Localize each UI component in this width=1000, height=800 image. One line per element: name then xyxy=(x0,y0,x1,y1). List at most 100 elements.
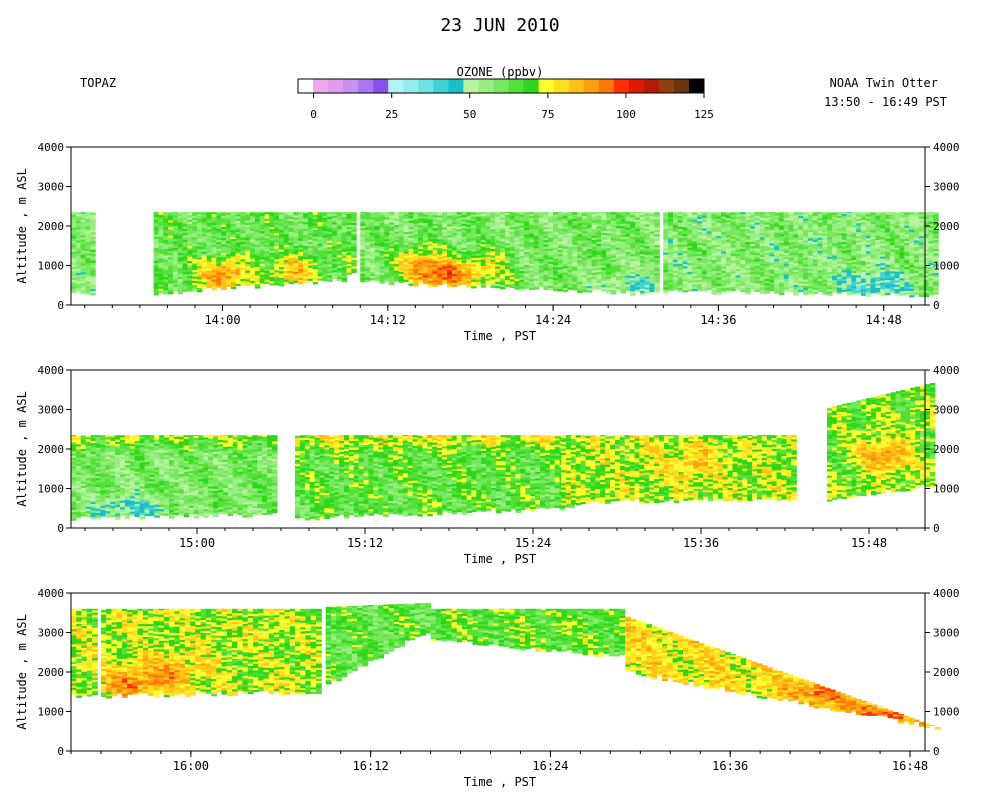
ozone-cell xyxy=(528,267,535,271)
ozone-cell xyxy=(456,265,463,269)
ozone-cell xyxy=(365,250,371,254)
ozone-cell xyxy=(528,224,535,227)
ozone-cell xyxy=(413,244,419,248)
ozone-cell xyxy=(495,252,501,256)
ozone-cell xyxy=(163,241,169,245)
ozone-cell xyxy=(307,226,314,229)
ozone-cell xyxy=(172,262,179,266)
ozone-cell xyxy=(283,231,290,235)
ozone-cell xyxy=(413,251,419,254)
ozone-cell xyxy=(80,254,87,258)
ozone-cell xyxy=(490,246,496,249)
ozone-cell xyxy=(437,280,443,283)
colorbar-tick-label: 125 xyxy=(694,108,714,121)
ozone-cell xyxy=(163,228,169,232)
ozone-cell xyxy=(456,254,463,258)
ozone-cell xyxy=(250,241,256,244)
ozone-cell xyxy=(75,241,82,245)
ozone-cell xyxy=(360,268,366,272)
ozone-cell xyxy=(75,248,82,252)
ozone-cell xyxy=(514,239,520,243)
ozone-cell xyxy=(172,279,179,283)
ozone-cell xyxy=(389,245,395,249)
ozone-cell xyxy=(475,255,482,258)
ozone-cell xyxy=(153,223,160,226)
colorbar-bin xyxy=(463,79,479,93)
ozone-cell xyxy=(553,238,559,242)
ozone-cell xyxy=(211,241,217,245)
ozone-cell xyxy=(553,227,559,231)
ozone-cell xyxy=(206,241,213,245)
ozone-cell xyxy=(177,215,184,219)
ozone-cell xyxy=(336,269,343,273)
ozone-cell xyxy=(250,212,256,216)
ozone-cell xyxy=(418,274,424,278)
ozone-cell xyxy=(288,224,295,228)
ozone-cell xyxy=(346,256,352,260)
ozone-cell xyxy=(327,248,333,252)
ozone-cell xyxy=(168,213,174,217)
ozone-cell xyxy=(504,277,511,281)
ozone-cell xyxy=(500,219,506,222)
ozone-cell xyxy=(413,216,419,220)
ozone-cell xyxy=(336,228,343,232)
ozone-cell xyxy=(264,242,270,245)
ozone-cell xyxy=(461,268,467,272)
ozone-cell xyxy=(447,212,453,214)
ozone-cell xyxy=(422,213,429,217)
ozone-cell xyxy=(85,226,91,230)
ozone-cell xyxy=(336,232,343,236)
ozone-cell xyxy=(427,264,434,268)
ozone-cell xyxy=(336,250,343,253)
ozone-cell xyxy=(312,229,319,233)
ozone-cell xyxy=(225,273,232,276)
colorbar-bin xyxy=(568,79,585,93)
ozone-cell xyxy=(480,217,487,221)
ozone-cell xyxy=(278,283,285,287)
ozone-cell xyxy=(192,212,198,216)
ozone-cell xyxy=(466,284,472,288)
ozone-cell xyxy=(389,271,395,275)
ozone-cell xyxy=(528,256,535,260)
ozone-cell xyxy=(187,225,193,229)
ozone-cell xyxy=(201,218,208,222)
ozone-cell xyxy=(471,222,477,226)
ozone-cell xyxy=(500,262,506,266)
ozone-cell xyxy=(442,261,448,265)
ozone-cell xyxy=(278,244,285,248)
ozone-cell xyxy=(351,244,357,247)
ozone-cell xyxy=(288,222,295,226)
ozone-cell xyxy=(360,229,366,233)
colorbar-bin xyxy=(628,79,645,93)
ozone-cell xyxy=(524,249,530,252)
ozone-cell xyxy=(192,234,198,238)
ozone-cell xyxy=(418,226,424,230)
ozone-cell xyxy=(254,229,261,233)
ozone-cell xyxy=(514,213,520,216)
ozone-cell xyxy=(317,234,323,238)
ozone-cell xyxy=(317,264,323,268)
ozone-cell xyxy=(75,246,82,250)
ozone-cell xyxy=(264,237,270,241)
ozone-cell xyxy=(403,255,410,259)
ozone-cell xyxy=(197,217,203,221)
ozone-cell xyxy=(485,262,492,266)
ozone-cell xyxy=(485,249,492,253)
ozone-cell xyxy=(187,253,193,257)
ozone-cell xyxy=(172,212,179,214)
ozone-cell xyxy=(303,215,309,218)
ozone-cell xyxy=(197,269,203,273)
ozone-cell xyxy=(519,231,525,235)
ozone-cell xyxy=(471,212,477,215)
ozone-cell xyxy=(80,219,87,223)
ozone-cell xyxy=(235,237,242,241)
ozone-cell xyxy=(307,256,314,260)
ozone-cell xyxy=(514,263,520,266)
ozone-cell xyxy=(437,214,443,218)
ozone-cell xyxy=(336,263,343,267)
ozone-cell xyxy=(216,254,222,258)
ozone-cell xyxy=(211,231,217,234)
ozone-cell xyxy=(524,216,530,220)
ozone-cell xyxy=(471,242,477,245)
ozone-cell xyxy=(447,275,453,279)
